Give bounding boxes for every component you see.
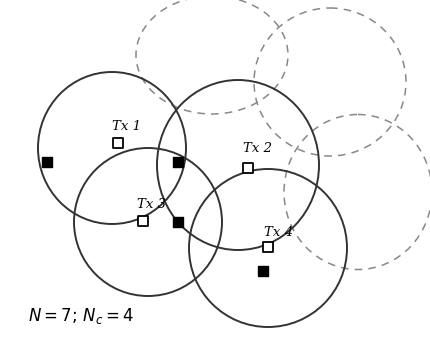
Point (264, 244, 271, 250)
Text: $N = 7;\, N_c = 4$: $N = 7;\, N_c = 4$ (28, 306, 134, 326)
Point (174, 159, 181, 165)
Point (139, 218, 146, 224)
Point (43, 159, 50, 165)
Point (114, 140, 121, 146)
Text: Tx 2: Tx 2 (243, 142, 272, 154)
Point (244, 165, 251, 171)
Point (174, 219, 181, 225)
Text: Tx 1: Tx 1 (112, 120, 141, 133)
Text: Tx 4: Tx 4 (264, 225, 293, 238)
Text: Tx 3: Tx 3 (137, 199, 166, 212)
Point (259, 268, 266, 274)
